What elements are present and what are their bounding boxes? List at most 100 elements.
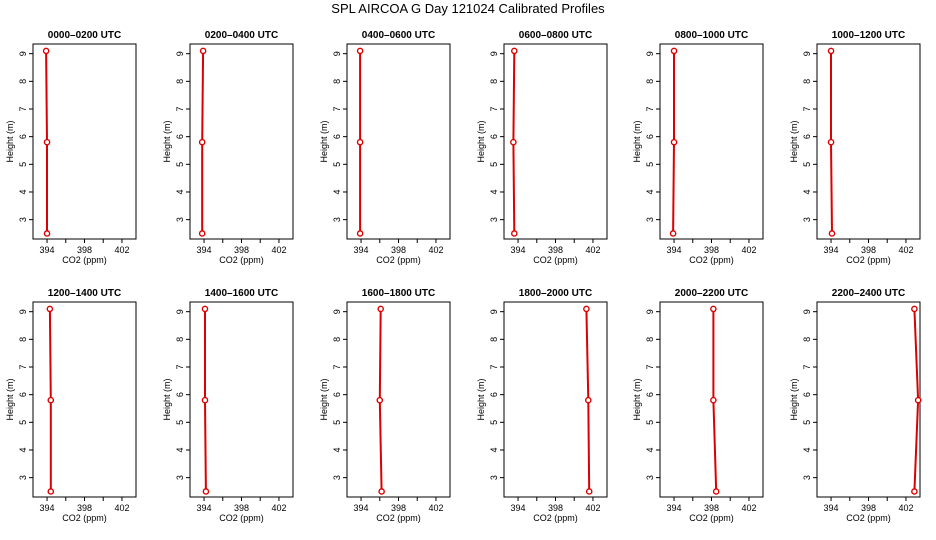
- panel-4: 0800–1000 UTC 394 398 402 3 4 5 6 7 8 9 CO2 (ppm) He…: [632, 30, 764, 265]
- y-tick-label: 8: [18, 337, 28, 342]
- plot-frame: [346, 301, 451, 498]
- profile-point: [43, 138, 51, 146]
- profile-point: [585, 488, 593, 495]
- x-tick-label: 394: [824, 503, 839, 513]
- y-tick-label: 4: [18, 447, 28, 452]
- y-tick-label: 8: [645, 337, 655, 342]
- x-tick-label: 398: [548, 245, 563, 255]
- panel-6: 1200–1400 UTC 394 398 402 3 4 5 6 7 8 9 CO2 (ppm) He…: [5, 288, 137, 523]
- profile-point: [828, 230, 836, 237]
- y-tick-label: 3: [645, 475, 655, 480]
- profile-point: [377, 305, 385, 313]
- profile-point: [712, 488, 720, 495]
- y-tick-label: 9: [332, 309, 342, 314]
- y-tick-label: 6: [175, 392, 185, 397]
- panel-5: 1000–1200 UTC 394 398 402 3 4 5 6 7 8 9 CO2 (ppm) He…: [789, 30, 921, 265]
- x-axis-label: CO2 (ppm): [533, 513, 578, 523]
- x-axis-label: CO2 (ppm): [689, 255, 734, 265]
- x-tick-label: 398: [77, 245, 92, 255]
- y-tick-label: 7: [802, 106, 812, 111]
- profile-point: [46, 305, 54, 313]
- y-tick-label: 5: [18, 420, 28, 425]
- profile-point: [584, 396, 592, 404]
- panel-title: 0200–0400 UTC: [205, 30, 278, 41]
- x-tick-label: 398: [391, 245, 406, 255]
- panel-title: 1600–1800 UTC: [362, 288, 435, 299]
- panel-title: 2000–2200 UTC: [675, 288, 748, 299]
- x-tick-label: 402: [428, 245, 443, 255]
- x-axis-label: CO2 (ppm): [846, 255, 891, 265]
- y-tick-label: 8: [645, 79, 655, 84]
- profile-point: [378, 488, 385, 495]
- x-axis-label: CO2 (ppm): [376, 255, 421, 265]
- y-tick-label: 5: [645, 162, 655, 167]
- y-tick-label: 3: [645, 217, 655, 222]
- y-tick-label: 3: [18, 475, 28, 480]
- y-tick-label: 3: [332, 217, 342, 222]
- x-axis-label: CO2 (ppm): [689, 513, 734, 523]
- y-axis-label: Height (m): [789, 378, 799, 420]
- x-tick-label: 402: [741, 245, 756, 255]
- y-tick-label: 8: [489, 79, 499, 84]
- y-tick-label: 9: [332, 51, 342, 56]
- y-tick-label: 9: [18, 309, 28, 314]
- y-tick-label: 8: [175, 337, 185, 342]
- x-tick-label: 402: [741, 503, 756, 513]
- y-tick-label: 7: [332, 364, 342, 369]
- profile-point: [827, 138, 835, 146]
- y-tick-label: 3: [489, 217, 499, 222]
- profile-point: [47, 488, 55, 495]
- x-tick-label: 402: [271, 245, 286, 255]
- x-tick-label: 398: [234, 245, 249, 255]
- profile-point: [710, 305, 717, 313]
- profile-point: [510, 47, 518, 55]
- y-tick-label: 4: [175, 447, 185, 452]
- y-tick-label: 5: [332, 420, 342, 425]
- y-tick-label: 4: [332, 447, 342, 452]
- y-tick-label: 3: [489, 475, 499, 480]
- panel-8: 1600–1800 UTC 394 398 402 3 4 5 6 7 8 9 CO2 (ppm) He…: [319, 288, 451, 523]
- y-axis-label: Height (m): [5, 120, 15, 162]
- profile-point: [911, 305, 918, 313]
- y-tick-label: 9: [489, 51, 499, 56]
- x-axis-label: CO2 (ppm): [846, 513, 891, 523]
- y-tick-label: 7: [175, 364, 185, 369]
- profile-point: [670, 138, 678, 146]
- y-axis-label: Height (m): [476, 120, 486, 162]
- x-axis-label: CO2 (ppm): [219, 255, 264, 265]
- figure-title: SPL AIRCOA G Day 121024 Calibrated Profi…: [331, 1, 605, 16]
- y-axis-label: Height (m): [632, 378, 642, 420]
- profile-point: [510, 138, 517, 146]
- y-tick-label: 5: [332, 162, 342, 167]
- x-tick-label: 402: [585, 245, 600, 255]
- x-tick-label: 394: [354, 503, 369, 513]
- y-tick-label: 5: [802, 420, 812, 425]
- y-tick-label: 6: [18, 392, 28, 397]
- x-tick-label: 402: [114, 245, 129, 255]
- profile-point: [202, 488, 210, 495]
- y-tick-label: 4: [802, 447, 812, 452]
- y-tick-label: 6: [332, 392, 342, 397]
- y-tick-label: 8: [175, 79, 185, 84]
- y-axis-label: Height (m): [476, 378, 486, 420]
- panel-1: 0200–0400 UTC 394 398 402 3 4 5 6 7 8 9 CO2 (ppm) He…: [162, 30, 294, 265]
- x-tick-label: 394: [40, 245, 55, 255]
- x-tick-label: 398: [704, 245, 719, 255]
- plot-frame: [503, 301, 608, 498]
- y-tick-label: 3: [175, 217, 185, 222]
- y-tick-label: 7: [332, 106, 342, 111]
- profile-point: [356, 230, 364, 237]
- panel-title: 0000–0200 UTC: [48, 30, 121, 41]
- y-tick-label: 5: [489, 162, 499, 167]
- panel-11: 2200–2400 UTC 394 398 402 3 4 5 6 7 8 9 CO2 (ppm) He…: [789, 288, 922, 523]
- panel-0: 0000–0200 UTC 394 398 402 3 4 5 6 7 8 9 CO2 (ppm) He…: [5, 30, 137, 265]
- y-tick-label: 8: [489, 337, 499, 342]
- x-tick-label: 394: [824, 245, 839, 255]
- y-tick-label: 8: [332, 337, 342, 342]
- panel-title: 1200–1400 UTC: [48, 288, 121, 299]
- profile-point: [376, 396, 384, 404]
- y-tick-label: 7: [645, 364, 655, 369]
- profile-point: [47, 396, 55, 404]
- x-tick-label: 394: [197, 245, 212, 255]
- plot-frame: [189, 43, 294, 240]
